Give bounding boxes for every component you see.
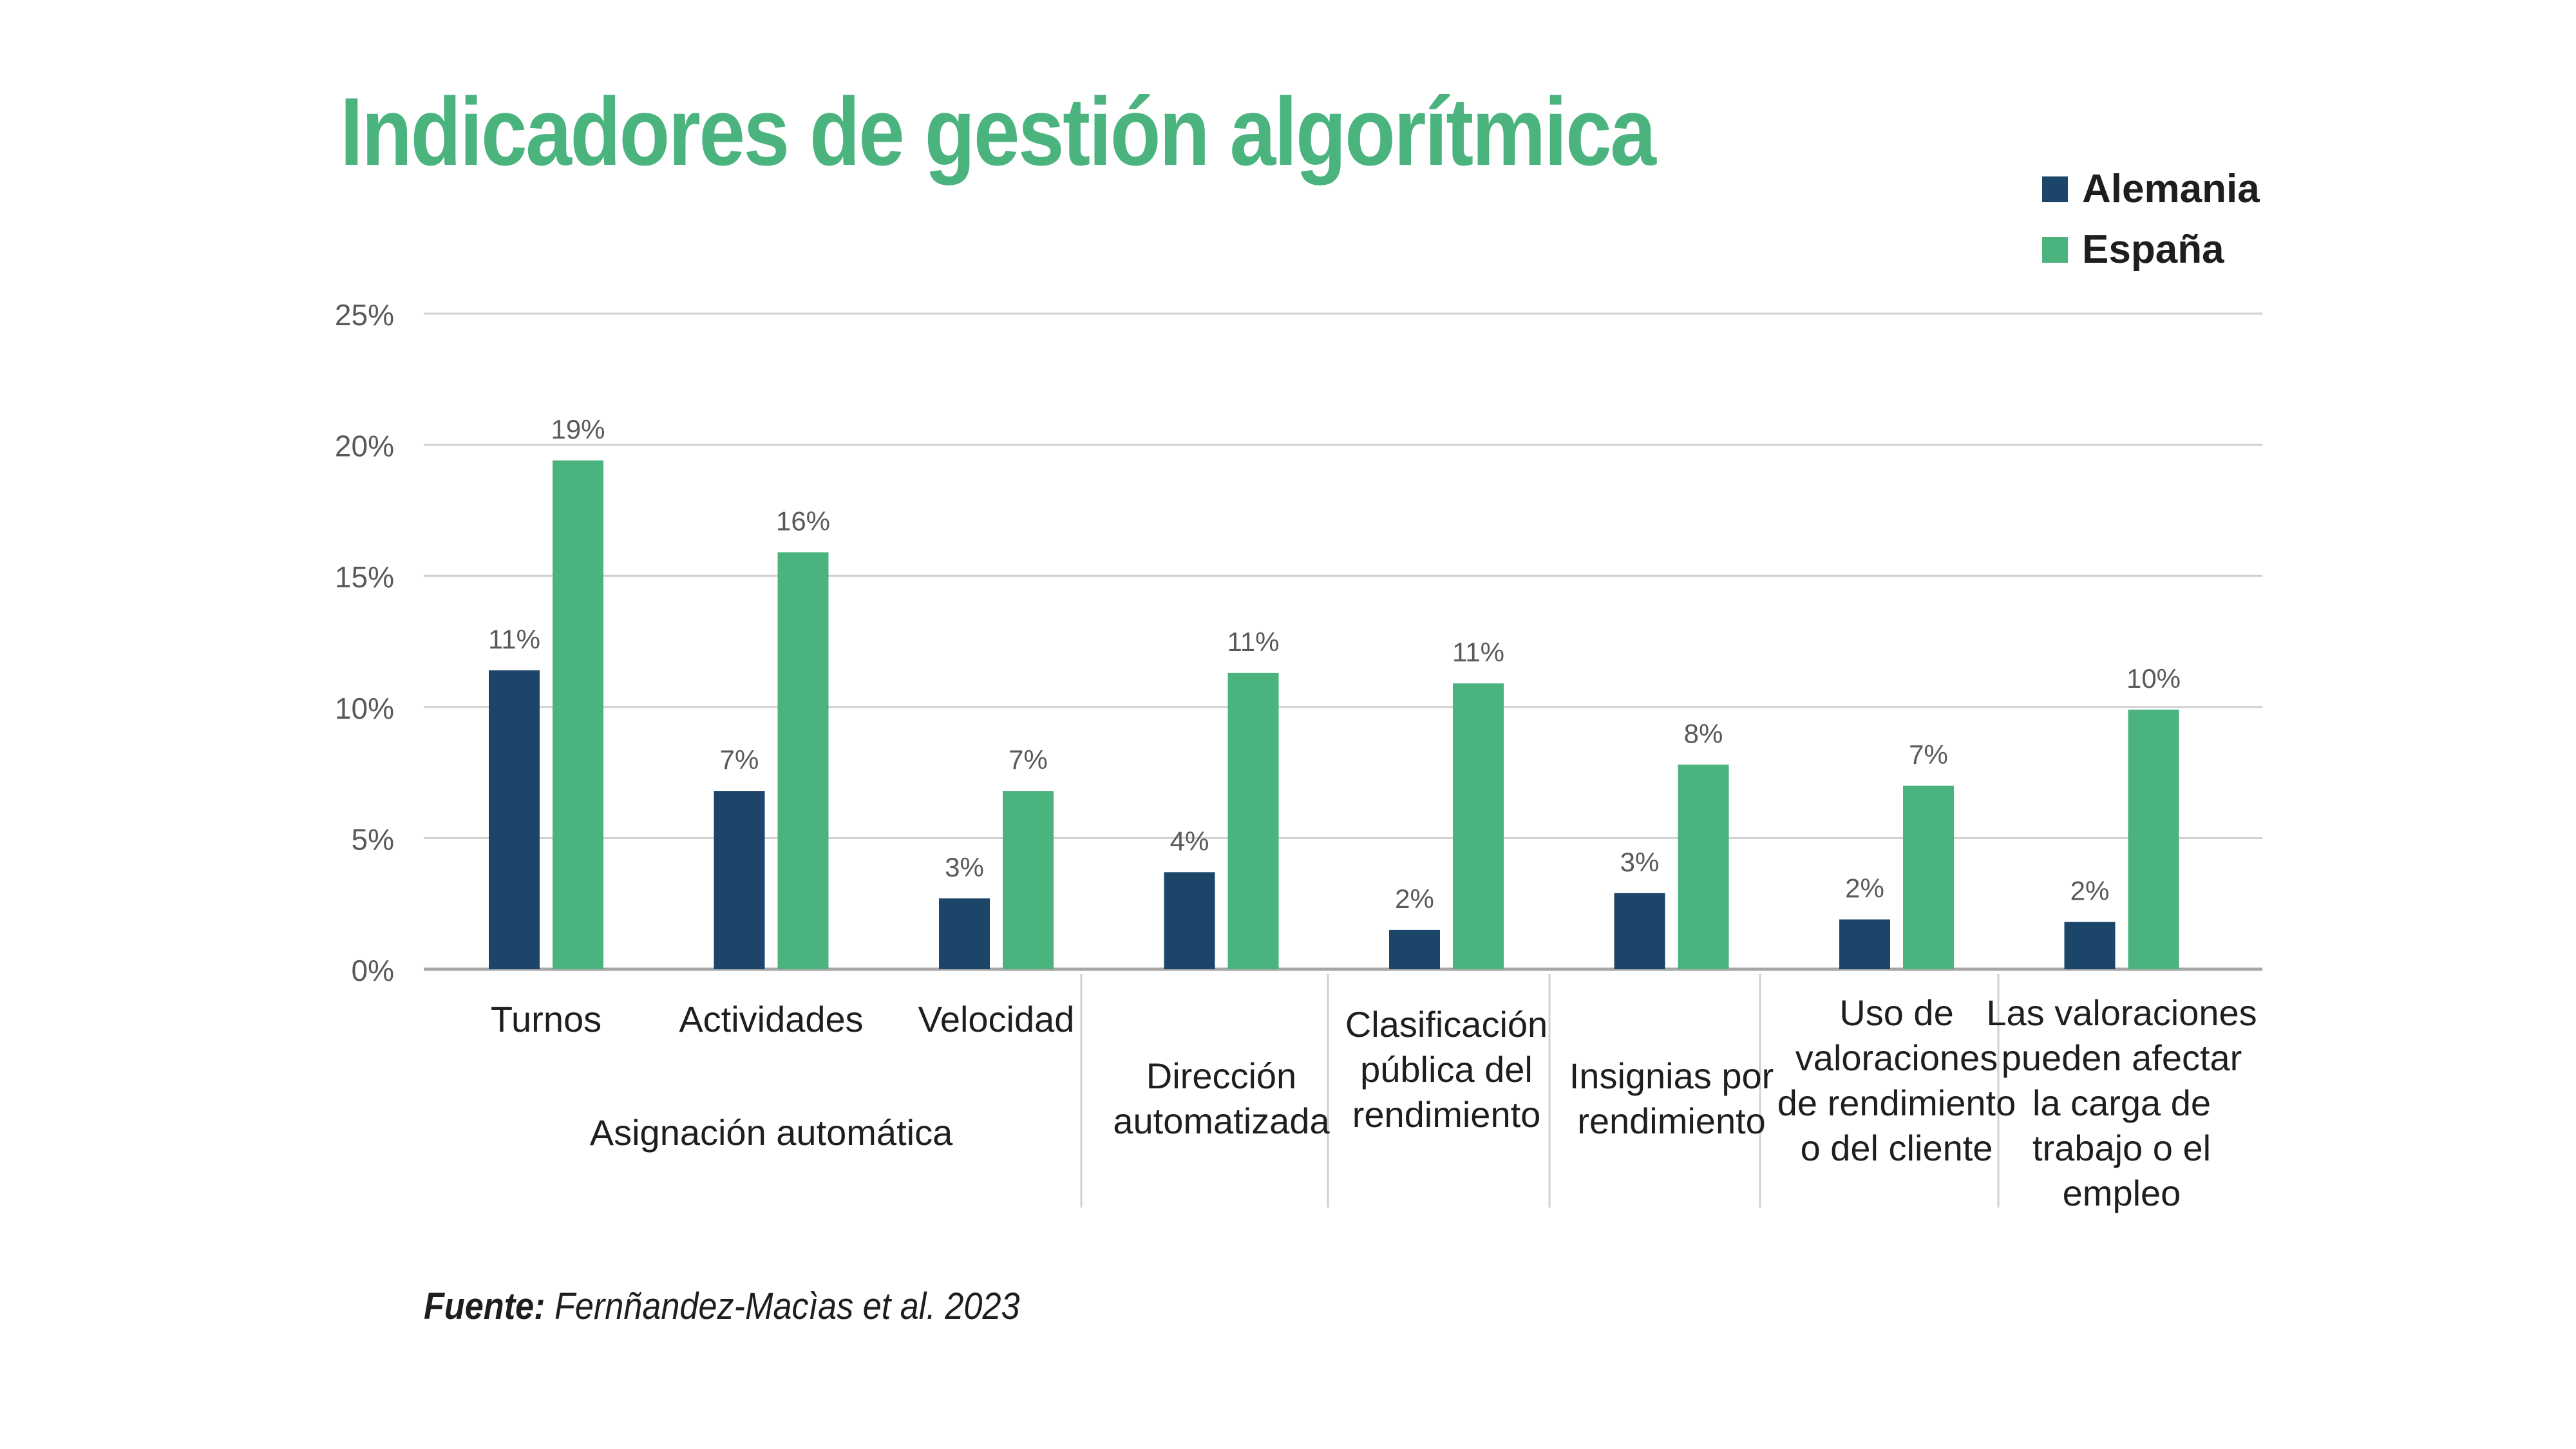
data-label: 19% <box>551 414 605 444</box>
data-label: 16% <box>776 506 830 536</box>
x-category-label: rendimiento <box>1577 1101 1766 1141</box>
data-label: 2% <box>2070 876 2110 906</box>
bar-alemania <box>1389 929 1440 969</box>
x-category-label: pueden afectar <box>2002 1037 2242 1078</box>
y-tick-label: 15% <box>335 560 394 594</box>
bar-alemania <box>714 791 765 969</box>
legend-swatch-alemania <box>2042 176 2068 202</box>
bar-espana <box>777 552 829 969</box>
data-label: 2% <box>1845 873 1884 904</box>
bar-espana <box>1678 764 1729 969</box>
data-label: 10% <box>2126 663 2181 694</box>
bar-espana <box>2128 709 2179 969</box>
y-tick-label: 25% <box>335 298 394 332</box>
bar-alemania <box>489 670 540 969</box>
legend-swatch-espana <box>2042 236 2068 263</box>
x-category-label: valoraciones <box>1795 1037 1998 1078</box>
bar-alemania <box>1839 919 1890 969</box>
legend-label-alemania: Alemania <box>2082 167 2260 211</box>
x-category-label: Actividades <box>679 999 863 1039</box>
data-label: 8% <box>1684 718 1723 748</box>
bar-alemania <box>2064 922 2116 969</box>
bar-espana <box>553 460 603 969</box>
bar-espana <box>1453 683 1504 969</box>
x-category-label: Clasificación <box>1345 1004 1548 1045</box>
source-note: Fuente: Fernñandez-Macìas et al. 2023 <box>424 1285 1020 1328</box>
x-category-label: Insignias por <box>1569 1056 1774 1096</box>
data-label: 11% <box>1227 627 1280 657</box>
x-category-label: Uso de <box>1839 992 1953 1033</box>
x-group-label: Asignación automática <box>590 1112 953 1153</box>
x-category-label: Turnos <box>491 999 601 1039</box>
data-label: 3% <box>1620 847 1660 877</box>
x-category-label: rendimiento <box>1352 1094 1541 1135</box>
x-category-label: de rendimiento <box>1777 1083 2016 1123</box>
data-label: 3% <box>945 852 984 882</box>
data-label: 11% <box>1452 637 1504 667</box>
bar-alemania <box>939 898 990 969</box>
bar-alemania <box>1164 872 1215 969</box>
y-tick-label: 5% <box>352 822 394 856</box>
x-category-label: automatizada <box>1113 1101 1330 1141</box>
x-category-label: trabajo o el <box>2032 1128 2211 1168</box>
data-label: 11% <box>488 624 540 654</box>
x-category-label: Las valoraciones <box>1986 992 2257 1033</box>
source-label: Fuente: <box>424 1285 545 1327</box>
y-tick-label: 10% <box>335 692 394 725</box>
x-category-label: Velocidad <box>918 999 1075 1039</box>
x-category-label: o del cliente <box>1801 1128 1993 1168</box>
data-label: 7% <box>720 744 759 775</box>
x-category-label: la carga de <box>2032 1083 2211 1123</box>
source-text: Fernñandez-Macìas et al. 2023 <box>545 1285 1020 1327</box>
x-category-label: empleo <box>2063 1173 2181 1213</box>
y-tick-label: 20% <box>335 430 394 463</box>
x-category-label: pública del <box>1360 1049 1533 1090</box>
chart-title: Indicadores de gestión algorítmica <box>340 77 1656 185</box>
bar-espana <box>1227 672 1279 969</box>
bar-espana <box>1903 785 1954 969</box>
legend-item-espana: España <box>2042 227 2224 272</box>
y-tick-label: 0% <box>352 954 394 987</box>
data-label: 7% <box>1009 744 1048 775</box>
bar-espana <box>1003 791 1054 969</box>
legend-label-espana: España <box>2082 227 2224 272</box>
data-label: 4% <box>1170 826 1209 856</box>
legend-item-alemania: Alemania <box>2042 166 2260 212</box>
x-category-label: Dirección <box>1146 1056 1296 1096</box>
data-label: 7% <box>1909 739 1948 770</box>
data-label: 2% <box>1395 884 1434 914</box>
bar-alemania <box>1614 893 1665 969</box>
